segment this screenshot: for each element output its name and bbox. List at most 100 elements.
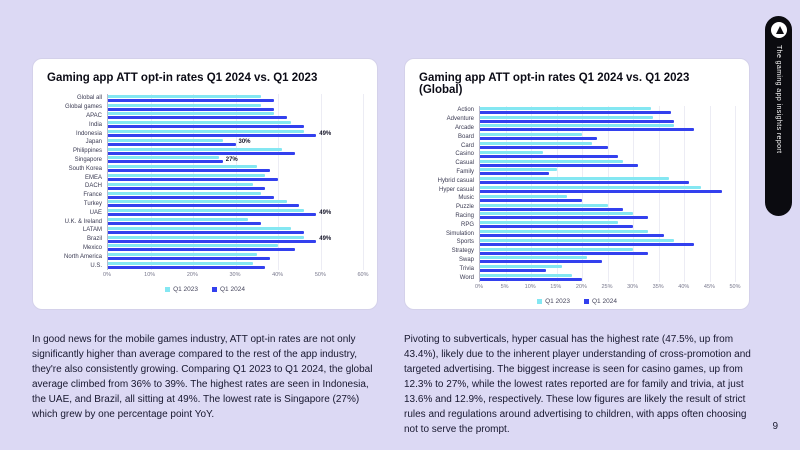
att-opt-in-genres-chart: Action Adventure Arcade Board Card Casino Casu…	[419, 106, 741, 305]
bar-q1-2023	[480, 203, 608, 207]
bar-q1-2023	[108, 147, 283, 151]
legend-item-q1-2023: Q1 2023	[537, 298, 570, 305]
x-tick-label: 10%	[144, 272, 156, 278]
bar-q1-2023	[480, 221, 618, 225]
bar-row: 27%	[108, 156, 363, 165]
bar-q1-2023	[108, 182, 253, 186]
bar-row	[108, 191, 363, 200]
bar-q1-2023	[108, 174, 266, 178]
bar-q1-2024	[480, 190, 723, 194]
bar-row	[480, 124, 735, 133]
category-label: Racing	[455, 212, 474, 219]
bar-row	[480, 159, 735, 168]
bar-q1-2023	[108, 209, 304, 213]
y-axis-labels: Global all Global games APAC India Indonesia…	[47, 94, 107, 270]
category-label: South Korea	[68, 165, 102, 172]
category-label: UAE	[89, 209, 102, 216]
category-label: Global all	[76, 95, 102, 102]
bar-row	[480, 256, 735, 265]
bar-row	[480, 203, 735, 212]
bar-row	[108, 94, 363, 103]
x-tick-label: 40%	[272, 272, 284, 278]
gridline	[278, 94, 279, 270]
x-tick-label: 40%	[678, 284, 690, 290]
bar-row	[480, 168, 735, 177]
x-tick-label: 10%	[524, 284, 536, 290]
legend-label-q1-2023: Q1 2023	[173, 286, 198, 293]
bar-row	[480, 194, 735, 203]
bar-q1-2023	[480, 274, 572, 278]
category-label: North America	[63, 253, 102, 260]
att-opt-in-regions-chart: Global all Global games APAC India Indonesia…	[47, 94, 369, 293]
bar-q1-2024	[480, 198, 582, 202]
x-tick-label: 5%	[500, 284, 509, 290]
bar-row	[480, 106, 735, 115]
bar-q1-2024	[480, 260, 603, 264]
bar-q1-2023	[108, 253, 257, 257]
chart-title: Gaming app ATT opt-in rates Q1 2024 vs. …	[47, 72, 318, 84]
bar-q1-2024	[480, 137, 598, 141]
bar-q1-2024	[480, 251, 649, 255]
legend-item-q1-2023: Q1 2023	[165, 286, 198, 293]
category-label: Indonesia	[75, 130, 102, 137]
x-tick-label: 50%	[729, 284, 741, 290]
category-label: U.K. & Ireland	[64, 218, 102, 225]
category-label: Strategy	[451, 248, 474, 255]
gridline	[363, 94, 364, 270]
bar-q1-2024	[108, 248, 295, 252]
bar-q1-2024	[108, 169, 270, 173]
x-tick-label: 35%	[652, 284, 664, 290]
bar-row: 49%	[108, 235, 363, 244]
bar-row	[108, 103, 363, 112]
chart-title: Gaming app ATT opt-in rates Q1 2024 vs. …	[419, 72, 690, 96]
brand-logo-icon	[770, 22, 787, 38]
bar-q1-2023	[108, 121, 291, 125]
side-tab-label: The gaming app insights report	[775, 45, 782, 154]
bar-q1-2024	[108, 142, 236, 146]
category-label: Action	[457, 107, 474, 114]
bar-q1-2024	[480, 242, 695, 246]
bar-q1-2023	[480, 177, 669, 181]
bar-q1-2024	[108, 160, 223, 164]
bar-q1-2024	[480, 163, 639, 167]
legend-swatch-q1-2023-icon	[537, 299, 543, 304]
bar-row	[480, 229, 735, 238]
bar-row	[480, 247, 735, 256]
x-tick-label: 25%	[601, 284, 613, 290]
x-axis: 0% 10% 20% 30% 40% 50% 60%	[103, 270, 368, 281]
bar-q1-2023	[480, 124, 674, 128]
category-label: Mexico	[82, 244, 102, 251]
bar-q1-2023	[480, 168, 557, 172]
category-label: Swap	[458, 256, 474, 263]
bar-q1-2023	[480, 133, 582, 137]
bar-q1-2023	[108, 235, 304, 239]
bar-row	[108, 244, 363, 253]
bar-q1-2024	[108, 98, 274, 102]
bar-q1-2024	[480, 207, 623, 211]
legend-label-q1-2023: Q1 2023	[545, 298, 570, 305]
category-label: Card	[460, 142, 474, 149]
bar-q1-2023	[108, 191, 261, 195]
x-tick-label: 20%	[186, 272, 198, 278]
x-tick-label: 15%	[550, 284, 562, 290]
category-label: Board	[457, 133, 474, 140]
bar-row	[480, 212, 735, 221]
bar-q1-2024	[108, 266, 266, 270]
chart-card-genres: Gaming app ATT opt-in rates Q1 2024 vs. …	[404, 58, 750, 310]
bar-row	[480, 132, 735, 141]
category-label: RPG	[460, 221, 474, 228]
bar-q1-2024	[480, 181, 690, 185]
bar-value-annotation: 49%	[319, 209, 332, 216]
bar-row	[480, 141, 735, 150]
x-tick-label: 60%	[357, 272, 369, 278]
bar-row	[108, 164, 363, 173]
bar-q1-2024	[108, 107, 274, 111]
bar-row	[480, 150, 735, 159]
category-label: Simulation	[445, 230, 474, 237]
bar-q1-2023	[480, 212, 633, 216]
category-label: Adventure	[446, 116, 474, 123]
bar-row	[108, 261, 363, 270]
category-label: Trivia	[459, 265, 474, 272]
gridline	[709, 106, 711, 282]
bar-q1-2023	[480, 238, 674, 242]
